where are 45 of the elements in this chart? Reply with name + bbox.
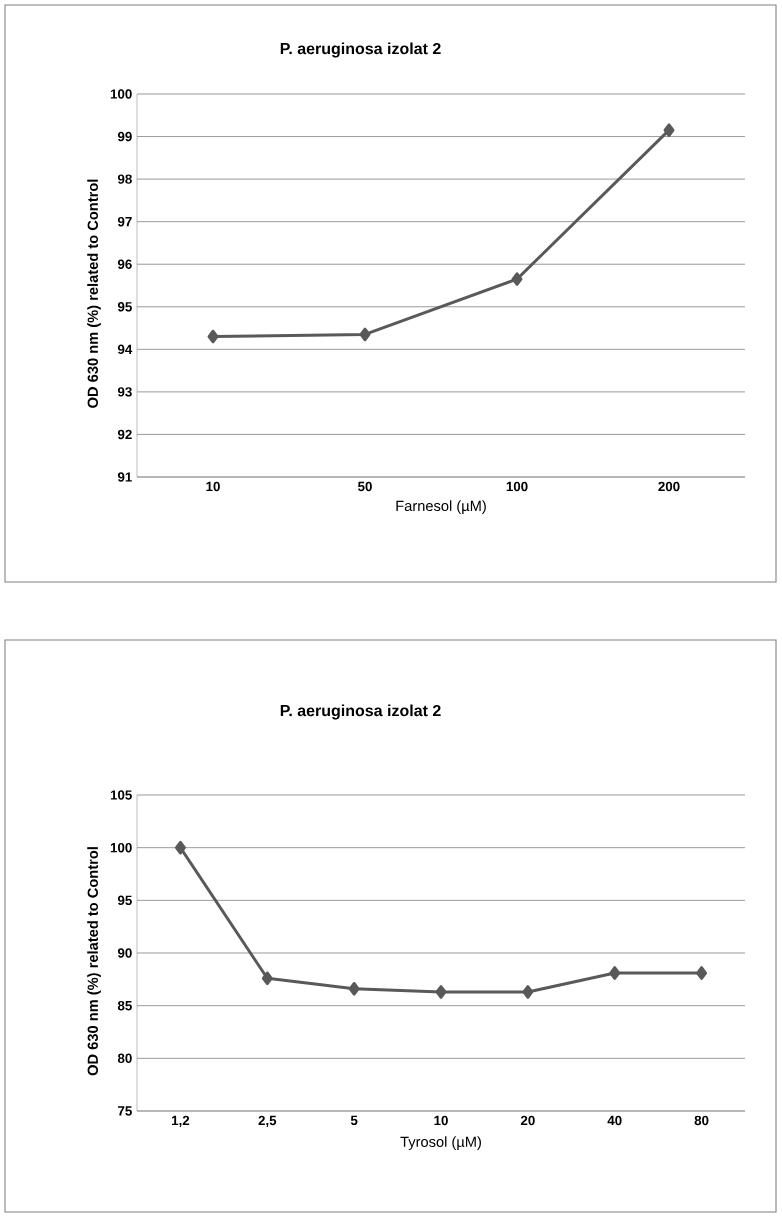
chart-title: P. aeruginosa izolat 2 (280, 704, 441, 720)
x-tick-label: 10 (434, 1115, 448, 1126)
y-tick-label: 93 (117, 387, 132, 397)
point (174, 840, 186, 855)
x-tick-label: 50 (358, 481, 372, 492)
x-tick-label: 2,5 (258, 1115, 277, 1128)
point (207, 329, 219, 344)
y-tick-label: 94 (117, 344, 133, 355)
point (696, 966, 708, 980)
x-axis-title: Tyrosol (µM) (400, 1136, 481, 1150)
y-tick-label: 97 (117, 216, 132, 227)
y-tick-label: 85 (117, 1000, 132, 1011)
point (359, 327, 371, 342)
y-tick-label: 100 (110, 89, 132, 99)
point (663, 123, 675, 137)
point (609, 966, 621, 980)
y-axis-title: OD 630 nm (%) related to Control (87, 847, 101, 1076)
x-tick-label: 100 (506, 481, 528, 492)
y-tick-label: 80 (117, 1053, 132, 1064)
x-tick-label: 40 (607, 1115, 622, 1126)
y-tick-label: 96 (117, 259, 132, 269)
x-tick-label: 200 (658, 481, 680, 492)
x-tick-label: 80 (694, 1115, 709, 1126)
point (348, 982, 360, 996)
y-tick-label: 92 (117, 429, 132, 440)
point (511, 272, 523, 286)
x-tick-label: 5 (350, 1115, 358, 1125)
y-tick-label: 100 (110, 842, 132, 853)
x-tick-label: 1,2 (172, 1115, 190, 1128)
y-tick-label: 99 (117, 131, 132, 142)
x-axis-title: Farnesol (µM) (396, 500, 486, 514)
chart-title: P. aeruginosa izolat 2 (280, 42, 441, 58)
y-tick-label: 95 (117, 895, 132, 906)
point (522, 985, 534, 999)
point (435, 985, 447, 999)
y-tick-label: 91 (117, 472, 132, 482)
x-tick-label: 10 (206, 481, 220, 492)
point (261, 971, 273, 986)
y-tick-label: 90 (117, 948, 132, 958)
y-tick-label: 95 (117, 302, 132, 312)
x-tick-label: 20 (520, 1115, 535, 1126)
y-tick-label: 105 (110, 790, 132, 800)
y-axis-title: OD 630 nm (%) related to Control (87, 179, 101, 408)
y-tick-label: 75 (118, 1106, 132, 1116)
y-tick-label: 98 (117, 174, 132, 184)
